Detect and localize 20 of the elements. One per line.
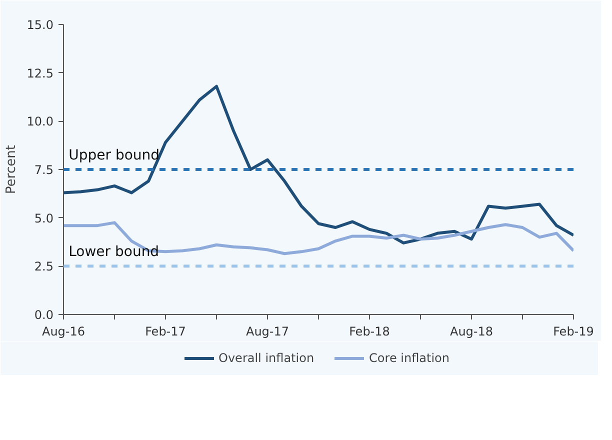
x-tick-label: Aug-16 bbox=[42, 324, 86, 338]
line-series bbox=[64, 84, 574, 244]
x-tick-label: Aug-17 bbox=[246, 324, 290, 338]
y-tick-label: 5.0 bbox=[34, 211, 54, 226]
x-tick-label: Feb-17 bbox=[145, 324, 186, 338]
y-axis-title: Percent bbox=[4, 145, 19, 194]
line-series bbox=[64, 221, 574, 256]
x-tick-label: Feb-18 bbox=[349, 324, 390, 338]
y-tick-label: 0.0 bbox=[34, 308, 54, 322]
y-tick-label: 2.5 bbox=[34, 260, 54, 274]
x-tick-label: Aug-18 bbox=[450, 324, 494, 338]
y-tick-label: 12.5 bbox=[26, 66, 54, 80]
y-tick-label: 7.5 bbox=[34, 163, 54, 177]
legend-label: Overall inflation bbox=[218, 351, 314, 365]
ref-line-label: Lower bound bbox=[68, 244, 160, 260]
ref-line-label: Upper bound bbox=[68, 148, 160, 164]
y-tick-label: 10.0 bbox=[26, 114, 54, 129]
x-tick-label: Feb-19 bbox=[553, 324, 594, 338]
y-tick-label: 15.0 bbox=[26, 18, 54, 32]
legend-label: Core inflation bbox=[369, 351, 450, 365]
